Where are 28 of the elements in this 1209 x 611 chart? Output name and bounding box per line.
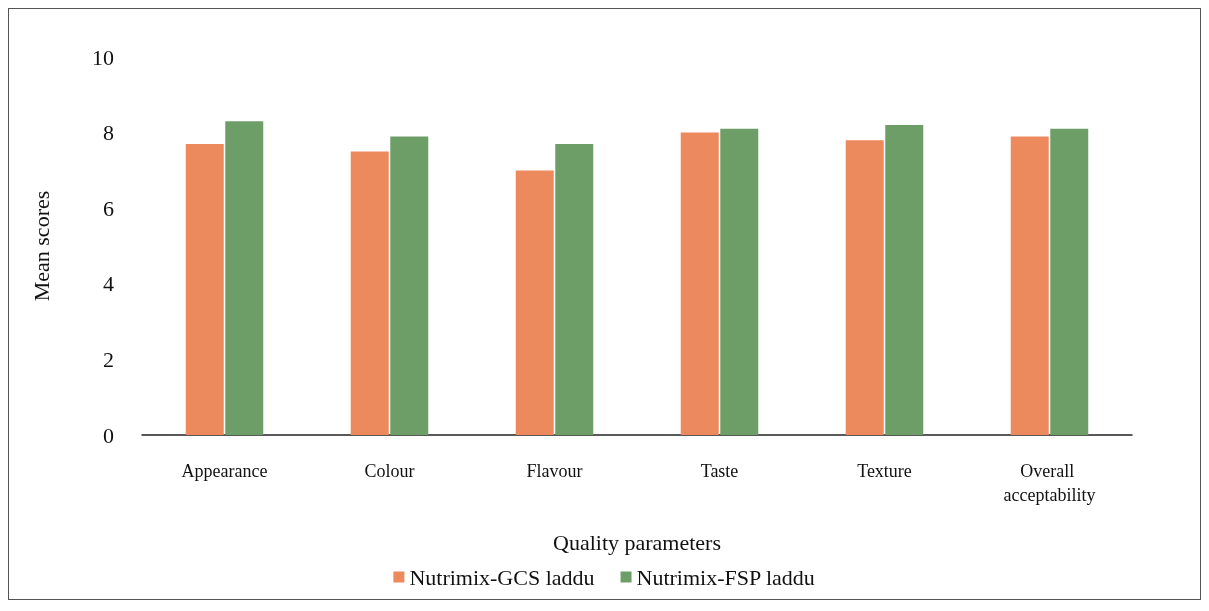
x-tick-label: Texture [857, 461, 912, 481]
y-axis-title: Mean scores [28, 190, 54, 302]
bar [1050, 128, 1089, 435]
x-tick-label: Flavour [526, 461, 583, 481]
x-tick-label: Colour [364, 461, 415, 481]
y-tick-label: 4 [103, 271, 114, 297]
bar [390, 136, 429, 435]
y-tick-label: 10 [92, 44, 114, 70]
bar [185, 143, 224, 435]
legend-label: Nutrimix-GCS laddu [409, 564, 595, 590]
y-tick-label: 0 [103, 422, 114, 448]
bar [845, 140, 884, 435]
bar [515, 170, 554, 435]
x-tick-label: Overall acceptability [1003, 461, 1096, 505]
y-tick-label: 6 [103, 195, 114, 221]
bar [225, 121, 264, 435]
x-axis-title: Quality parameters [553, 529, 721, 555]
x-tick-label: Taste [700, 461, 739, 481]
legend-label: Nutrimix-FSP laddu [636, 564, 815, 590]
y-tick-label: 2 [103, 346, 114, 372]
x-tick-label: Appearance [181, 461, 268, 481]
bar [885, 125, 924, 435]
bar [680, 132, 719, 435]
bar [350, 151, 389, 435]
bar [720, 128, 759, 435]
y-tick-label: 8 [103, 120, 114, 146]
bar [1010, 136, 1049, 435]
bar [555, 143, 594, 435]
